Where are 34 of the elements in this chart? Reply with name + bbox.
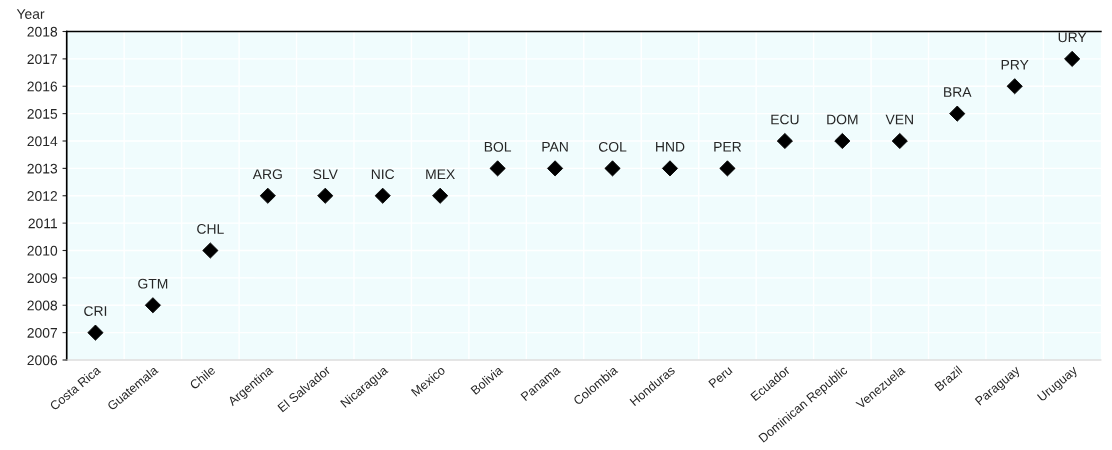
annotation: GTM	[138, 278, 168, 289]
y-tick-label: 2008	[27, 300, 58, 311]
x-tick-label: Peru	[708, 365, 733, 389]
y-tick-label: 2010	[27, 245, 58, 256]
y-tick-label: 2009	[27, 273, 58, 284]
annotation: BOL	[484, 141, 512, 152]
annotation: SLV	[313, 169, 338, 180]
y-axis-title: Year	[16, 9, 45, 19]
x-tick-label: Chile	[189, 365, 216, 390]
y-tick-label: 2007	[27, 327, 57, 338]
y-tick-label: 2012	[27, 191, 57, 201]
y-tick-label: 2014	[27, 136, 58, 147]
y-tick-label: 2018	[27, 26, 58, 37]
y-tick-label: 2016	[27, 81, 58, 92]
annotation: BRA	[944, 87, 972, 97]
y-tick-label: 2006	[27, 355, 58, 366]
y-tick-label: 2017	[27, 54, 57, 65]
annotation: CHL	[197, 224, 224, 234]
annotation: ARG	[252, 169, 282, 180]
annotation: HND	[656, 142, 685, 152]
y-tick-label: 2011	[28, 218, 58, 229]
annotation: PRY	[1001, 59, 1029, 70]
annotation: PAN	[542, 142, 568, 152]
annotation: DOM	[827, 114, 858, 125]
annotation: URY	[1058, 32, 1087, 43]
annotation: PER	[714, 142, 742, 152]
annotation: VEN	[885, 114, 913, 125]
annotation: MEX	[426, 169, 455, 179]
y-tick-label: 2015	[27, 108, 58, 119]
y-tick-label: 2013	[27, 163, 58, 174]
annotation: CRI	[84, 306, 107, 316]
annotation: COL	[598, 141, 627, 152]
annotation: ECU	[771, 114, 799, 125]
annotation: NIC	[371, 169, 395, 180]
